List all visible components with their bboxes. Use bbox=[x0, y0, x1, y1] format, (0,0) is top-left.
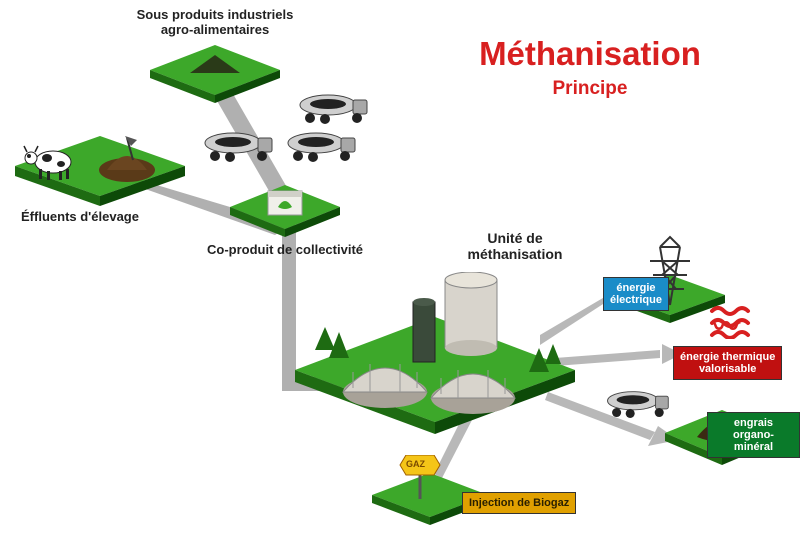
truck-icon bbox=[283, 128, 358, 163]
tile-community bbox=[230, 185, 340, 247]
truck-icon bbox=[200, 128, 275, 163]
badge-electric: énergieélectrique bbox=[603, 277, 669, 311]
facility-platform bbox=[295, 272, 575, 442]
truck-icon bbox=[295, 90, 370, 125]
heat-waves-icon bbox=[706, 305, 756, 339]
label-industrial: Sous produits industrielsagro-alimentair… bbox=[120, 8, 310, 38]
tile-industrial bbox=[150, 45, 280, 115]
label-facility: Unité deméthanisation bbox=[440, 230, 590, 262]
truck-icon bbox=[603, 387, 671, 419]
gaz-sign-label: GAZ bbox=[406, 459, 425, 469]
badge-biogas: Injection de Biogaz bbox=[462, 492, 576, 514]
badge-fertilizer: engraisorgano-minéral bbox=[707, 412, 800, 458]
badge-thermal: énergie thermiquevalorisable bbox=[673, 346, 782, 380]
tile-livestock bbox=[15, 128, 190, 218]
diagram-stage: Méthanisation Principe Sous produits ind… bbox=[0, 0, 800, 533]
